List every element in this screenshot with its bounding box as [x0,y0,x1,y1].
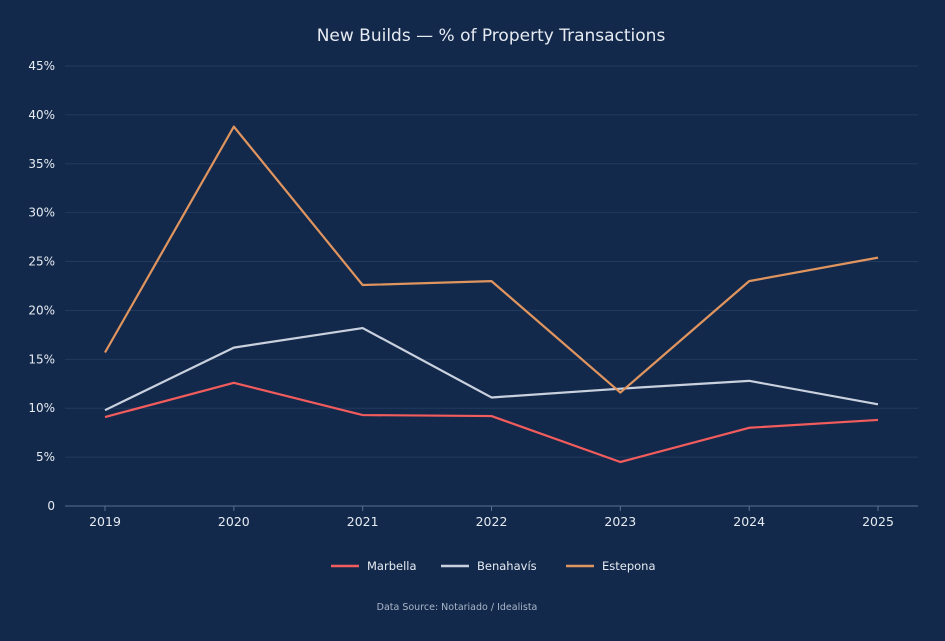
x-tick-label: 2023 [604,514,636,529]
x-tick-label: 2022 [476,514,508,529]
data-source: Data Source: Notariado / Idealista [377,602,538,613]
series-line-benahavís [104,326,879,412]
y-tick-label: 10% [28,401,55,415]
y-tick-label: 0 [47,499,55,513]
y-tick-label: 20% [28,303,55,317]
y-tick-label: 5% [36,450,55,464]
x-tick-label: 2020 [218,514,250,529]
legend-label: Estepona [602,559,656,573]
legend-label: Benahavís [477,559,537,573]
series-line-estepona [104,125,879,394]
x-tick-label: 2021 [347,514,379,529]
legend-label: Marbella [367,559,417,573]
y-tick-label: 15% [28,352,55,366]
y-tick-label: 40% [28,108,55,122]
series-line-marbella [104,381,879,464]
y-tick-label: 35% [28,157,55,171]
y-tick-label: 30% [28,206,55,220]
y-tick-label: 45% [28,59,55,73]
chart-title: New Builds — % of Property Transactions [317,26,666,46]
x-tick-label: 2024 [733,514,765,529]
y-tick-label: 25% [28,255,55,269]
x-tick-label: 2025 [862,514,894,529]
x-tick-label: 2019 [89,514,121,529]
